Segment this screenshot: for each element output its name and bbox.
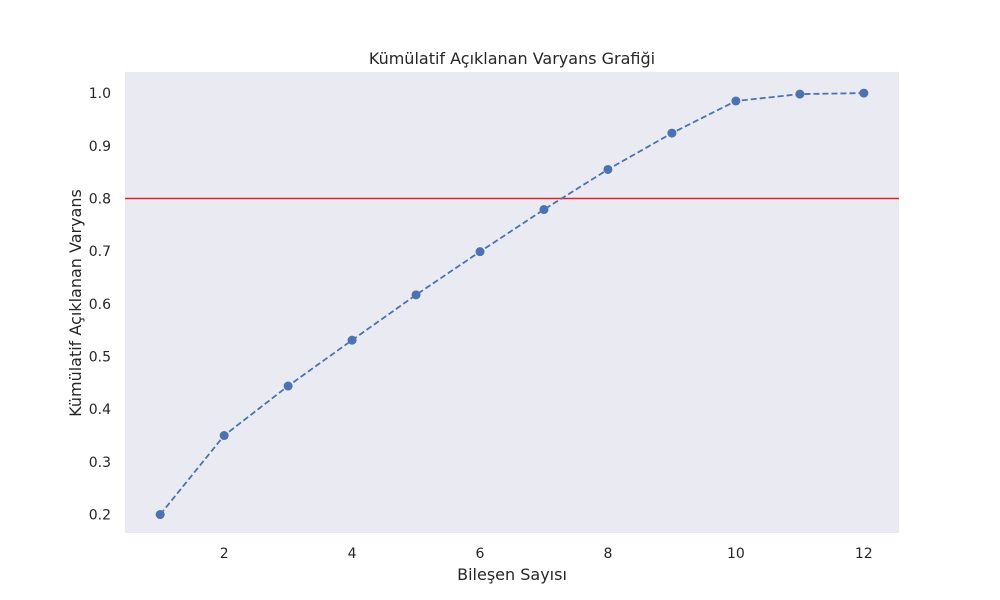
x-tick-label: 4 — [348, 546, 357, 562]
y-tick-label: 0.3 — [89, 455, 111, 471]
data-point — [283, 381, 293, 391]
y-tick-label: 0.9 — [89, 139, 111, 155]
x-tick-label: 2 — [220, 546, 229, 562]
data-point — [475, 247, 485, 257]
y-tick-label: 0.6 — [89, 297, 111, 313]
data-point — [411, 290, 421, 300]
x-tick-label: 10 — [727, 546, 745, 562]
data-point — [603, 164, 613, 174]
y-tick-label: 1.0 — [89, 86, 111, 102]
data-point — [859, 88, 869, 98]
x-tick-label: 8 — [603, 546, 612, 562]
data-point — [667, 128, 677, 138]
x-tick-label: 12 — [855, 546, 873, 562]
data-point — [347, 335, 357, 345]
y-tick-labels: 0.2 0.3 0.4 0.5 0.6 0.7 0.8 0.9 1.0 — [89, 86, 111, 523]
x-axis-label: Bileşen Sayısı — [457, 565, 567, 584]
y-tick-label: 0.7 — [89, 244, 111, 260]
y-tick-label: 0.4 — [89, 402, 111, 418]
data-point — [731, 96, 741, 106]
y-tick-label: 0.5 — [89, 350, 111, 366]
y-tick-label: 0.2 — [89, 508, 111, 524]
series-line — [159, 92, 864, 516]
x-tick-labels: 2 4 6 8 10 12 — [220, 546, 873, 562]
y-axis-label: Kümülatif Açıklanan Varyans — [66, 189, 85, 417]
data-point — [155, 510, 165, 520]
data-point — [219, 431, 229, 441]
x-tick-label: 6 — [476, 546, 485, 562]
chart-title: Kümülatif Açıklanan Varyans Grafiği — [369, 49, 655, 68]
y-tick-label: 0.8 — [89, 191, 111, 207]
plot-background — [125, 72, 899, 533]
series-group — [155, 88, 869, 520]
data-point — [539, 205, 549, 215]
data-point — [795, 89, 805, 99]
